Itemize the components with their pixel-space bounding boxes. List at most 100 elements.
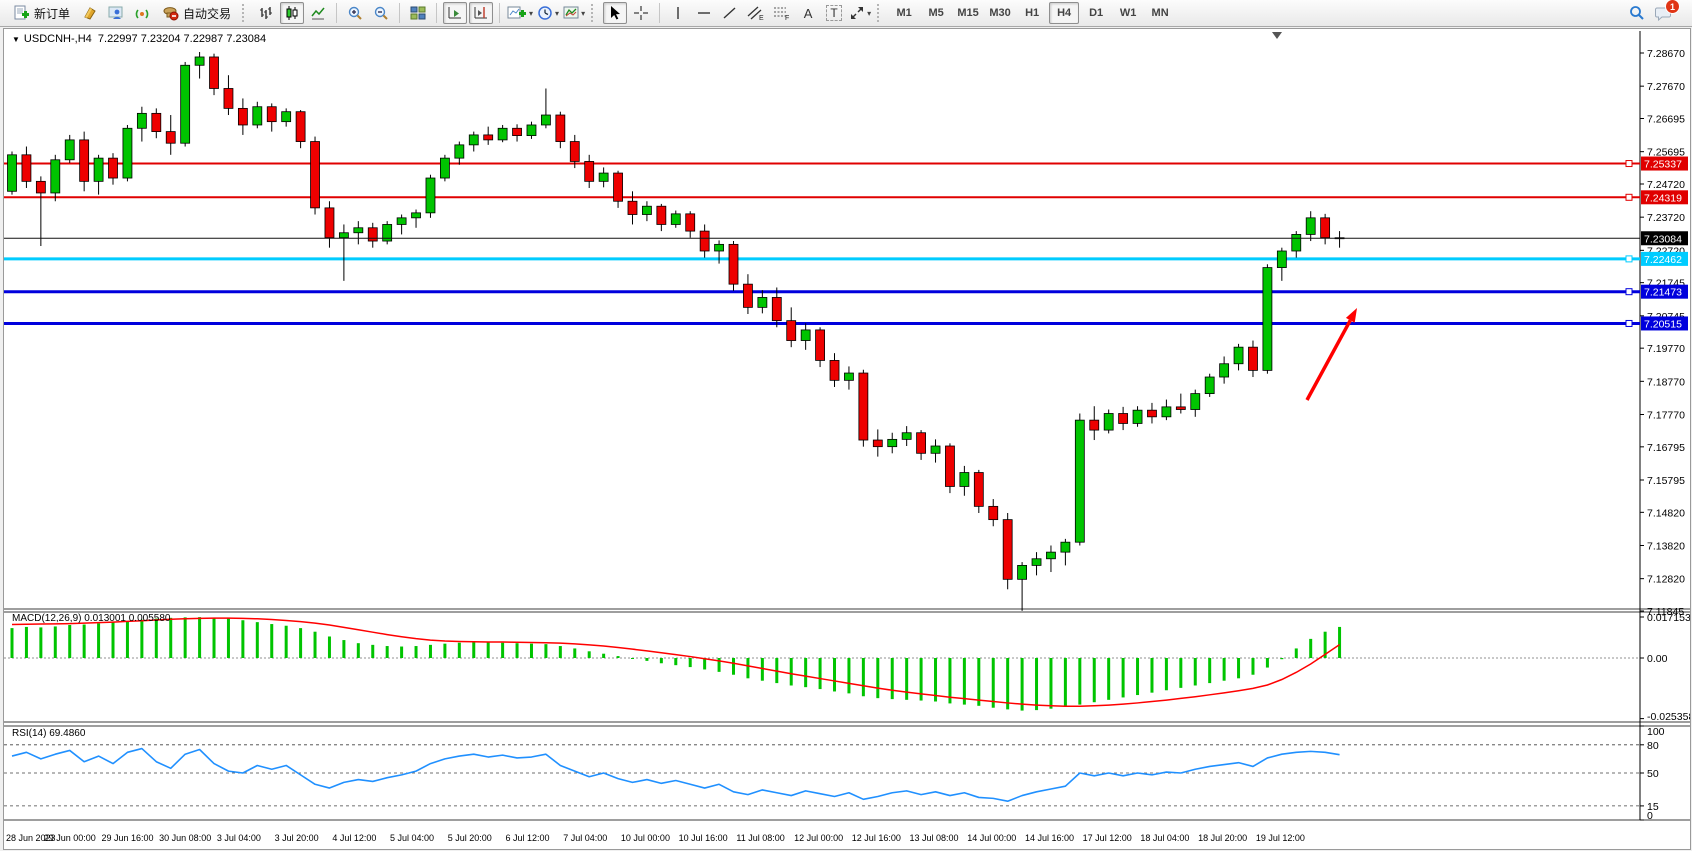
macd-histogram-bar [804, 658, 808, 688]
chart-shift-button[interactable] [469, 2, 494, 24]
bar-chart-button[interactable] [254, 2, 278, 24]
autotrading-button[interactable]: 自动交易 [156, 2, 237, 24]
one-click-trading-arrow-icon[interactable]: ▼ [12, 35, 20, 44]
line-chart-button[interactable] [306, 2, 330, 24]
candle-body [93, 157, 104, 182]
text-tool-button[interactable]: A [796, 2, 820, 24]
candle-body [872, 439, 883, 448]
equidistant-channel-icon: E [747, 6, 764, 21]
level-line-handle[interactable] [1625, 319, 1633, 327]
price-badge-label: 7.23084 [1644, 233, 1682, 245]
macd-histogram-bar [472, 642, 476, 658]
tile-windows-icon [410, 6, 426, 20]
candle-body [7, 154, 17, 192]
candle-body [973, 472, 984, 507]
candle-body [1046, 551, 1056, 560]
rsi-axis-label: 50 [1647, 768, 1659, 780]
candle-body [829, 360, 840, 381]
rsi-indicator-label: RSI(14) 69.4860 [12, 728, 85, 739]
price-badge [1641, 284, 1688, 299]
date-axis-label: 5 Jul 04:00 [390, 833, 434, 843]
level-line-handle[interactable] [1625, 255, 1633, 263]
trendline-tool-button[interactable] [718, 2, 742, 24]
arrows-tool-button[interactable]: ▾ [848, 2, 872, 24]
rsi-axis-label: 15 [1647, 801, 1659, 813]
signals-button[interactable] [130, 2, 154, 24]
date-axis-label: 12 Jul 00:00 [794, 833, 843, 843]
macd-axis-label: -0.025358 [1647, 711, 1690, 723]
timeframe-m15-button[interactable]: M15 [957, 7, 979, 19]
periods-button[interactable]: ▾ [536, 2, 560, 24]
candle-body [21, 154, 32, 182]
candle-body [743, 283, 753, 308]
candle-body [1132, 409, 1143, 424]
timeframe-m1-button[interactable]: M1 [896, 7, 912, 19]
text-label-tool-button[interactable]: T [822, 2, 846, 24]
candle-body [151, 112, 162, 133]
toolbar-separator [499, 3, 501, 23]
date-axis-label: 10 Jul 16:00 [679, 833, 728, 843]
fibonacci-tool-button[interactable]: F [770, 2, 794, 24]
candle-body [685, 213, 696, 232]
candle-body [887, 438, 898, 448]
date-axis-label: 14 Jul 00:00 [967, 833, 1016, 843]
auto-scroll-button[interactable] [443, 2, 468, 24]
terminal-button[interactable] [104, 2, 128, 24]
new-order-icon [14, 5, 29, 20]
candle-body [209, 56, 219, 89]
macd-histogram-bar [703, 658, 707, 670]
fibo-sub-glyph: F [785, 15, 789, 21]
timeframe-m30-button[interactable]: M30 [989, 7, 1011, 19]
candle-body [281, 111, 292, 123]
candle-body [497, 127, 508, 141]
price-chart-canvas[interactable]: 7.28670 7.27670 7.26695 7.25695 7.24720 7.237… [4, 29, 1690, 850]
macd-histogram-bar [212, 617, 216, 658]
timeframe-m5-button[interactable]: M5 [928, 7, 944, 19]
level-line-handle[interactable] [1625, 160, 1633, 168]
macd-histogram-bar [1179, 658, 1183, 688]
timeframe-d1-button[interactable]: D1 [1089, 7, 1104, 19]
candle-body [396, 217, 407, 225]
macd-histogram-bar [284, 625, 288, 658]
price-badge [1641, 231, 1688, 246]
candle-body [1089, 419, 1100, 431]
search-button[interactable] [1625, 2, 1649, 24]
zoom-out-button[interactable] [369, 2, 393, 24]
chart-symbol-period: USDCNH-,H4 [23, 33, 92, 45]
arrow-annotation-head[interactable] [1345, 308, 1357, 323]
notifications-button[interactable]: 1 [1651, 0, 1680, 24]
price-tick-label: 7.19770 [1647, 343, 1685, 355]
timeframe-h4-button[interactable]: H4 [1049, 2, 1080, 24]
timeframe-h1-button[interactable]: H1 [1025, 7, 1040, 19]
timeframe-mn-button[interactable]: MN [1151, 7, 1169, 19]
crosshair-tool-button[interactable] [629, 2, 653, 24]
candlestick-chart-button[interactable] [280, 2, 305, 24]
new-order-button[interactable]: 新订单 [7, 2, 76, 24]
macd-main-value: 0.013001 [84, 613, 126, 624]
candle-body [598, 172, 609, 182]
auto-scroll-icon [448, 7, 462, 19]
chart-shift-marker-icon[interactable] [1272, 32, 1282, 39]
date-axis-label: 17 Jul 12:00 [1083, 833, 1132, 843]
indicators-button[interactable]: ▾ [506, 2, 534, 24]
macd-histogram-bar [414, 646, 418, 658]
level-line-handle[interactable] [1625, 288, 1633, 296]
level-line-handle[interactable] [1625, 193, 1633, 201]
templates-button[interactable]: ▾ [562, 2, 586, 24]
candle-body [1017, 564, 1027, 580]
cursor-tool-button[interactable] [603, 2, 628, 24]
timeframe-w1-button[interactable]: W1 [1119, 7, 1137, 19]
channel-tool-button[interactable]: E [744, 2, 768, 24]
macd-histogram-bar [183, 617, 187, 658]
price-badge [1641, 156, 1688, 171]
macd-histogram-bar [39, 627, 43, 658]
toolbar-separator [336, 3, 338, 23]
strategy-tester-button[interactable] [78, 2, 102, 24]
horizontal-line-tool-button[interactable] [692, 2, 716, 24]
rsi-axis-label: 80 [1647, 740, 1659, 752]
vertical-line-tool-button[interactable] [666, 2, 690, 24]
arrow-annotation-line[interactable] [1305, 319, 1352, 401]
macd-histogram-bar [169, 617, 173, 658]
zoom-in-button[interactable] [343, 2, 367, 24]
tile-windows-button[interactable] [406, 2, 430, 24]
